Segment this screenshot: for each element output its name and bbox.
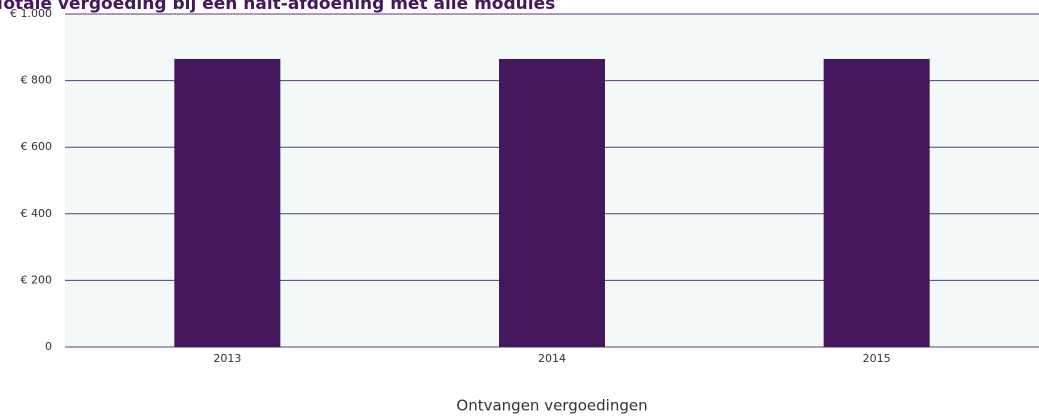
x-tick-label: 2013 — [213, 352, 241, 365]
y-tick-label: € 1.000 — [10, 7, 52, 20]
x-axis-label: Ontvangen vergoedingen — [456, 397, 647, 415]
y-tick-label: € 600 — [21, 140, 53, 153]
bar — [174, 58, 281, 348]
bar — [823, 58, 930, 348]
x-tick-label: 2015 — [863, 352, 891, 365]
y-tick-label: € 200 — [21, 273, 53, 286]
x-tick-label: 2014 — [538, 352, 566, 365]
y-tick-label: 0 — [45, 340, 52, 353]
y-tick-label: € 400 — [21, 207, 53, 220]
y-tick-label: € 800 — [21, 74, 53, 87]
bar — [499, 58, 605, 348]
chart-title: Totale vergoeding bij een halt-afdoening… — [0, 0, 555, 14]
